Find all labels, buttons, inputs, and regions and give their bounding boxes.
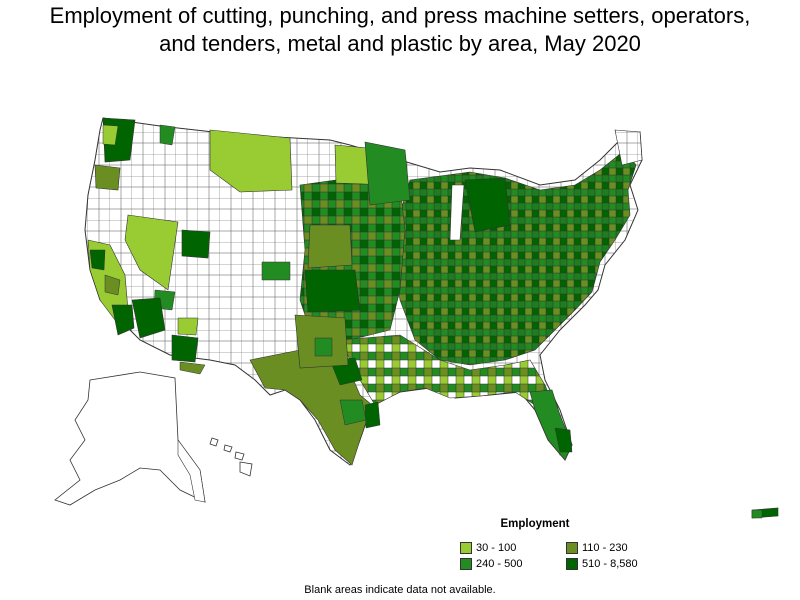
legend-swatch bbox=[460, 542, 472, 554]
region-nebraska bbox=[307, 224, 353, 269]
region-texas-metro-3 bbox=[364, 401, 381, 429]
region-washington-light bbox=[102, 124, 119, 146]
region-arizona-light bbox=[177, 317, 199, 336]
legend-label: 30 - 100 bbox=[476, 542, 517, 554]
legend-label: 110 - 230 bbox=[582, 542, 628, 554]
region-arizona-tucson bbox=[171, 334, 199, 363]
region-nevada bbox=[124, 214, 179, 291]
legend-label: 240 - 500 bbox=[476, 558, 523, 570]
region-minnesota bbox=[364, 141, 411, 206]
legend-label: 510 - 8,580 bbox=[582, 558, 638, 570]
region-nm-metro bbox=[314, 337, 333, 357]
region-california-central bbox=[104, 274, 121, 296]
region-michigan bbox=[464, 177, 511, 233]
region-wyoming-spot bbox=[261, 261, 291, 281]
region-colorado bbox=[304, 269, 361, 313]
map-title-line1: Employment of cutting, punching, and pre… bbox=[49, 3, 751, 28]
region-alaska bbox=[54, 371, 206, 506]
region-california-bay bbox=[89, 249, 106, 271]
region-montana bbox=[209, 129, 293, 193]
region-hawaii bbox=[209, 437, 253, 477]
region-puerto-rico-west bbox=[751, 509, 763, 519]
map-title: Employment of cutting, punching, and pre… bbox=[0, 2, 800, 58]
legend-item-110-230: 110 - 230 bbox=[566, 542, 676, 554]
legend-item-510-8580: 510 - 8,580 bbox=[566, 558, 676, 570]
legend-swatch bbox=[566, 558, 578, 570]
region-maine bbox=[614, 129, 643, 166]
region-alaska-panhandle bbox=[177, 439, 206, 503]
region-utah-metro bbox=[181, 229, 211, 259]
legend-title: Employment bbox=[500, 518, 570, 530]
region-east-dense bbox=[394, 149, 637, 366]
region-arizona-phoenix bbox=[131, 297, 166, 339]
region-lake-michigan bbox=[449, 184, 465, 241]
legend-item-30-100: 30 - 100 bbox=[460, 542, 566, 554]
region-california-la bbox=[111, 304, 135, 336]
region-oregon-metro bbox=[94, 164, 121, 191]
footnote: Blank areas indicate data not available. bbox=[304, 584, 496, 596]
legend-grid: 30 - 100 110 - 230 240 - 500 510 - 8,580 bbox=[460, 542, 680, 570]
region-arizona-south bbox=[179, 361, 206, 375]
legend-swatch bbox=[566, 542, 578, 554]
region-florida-south bbox=[554, 427, 573, 453]
region-idaho-spot bbox=[159, 124, 176, 146]
legend-item-240-500: 240 - 500 bbox=[460, 558, 566, 570]
legend-swatch bbox=[460, 558, 472, 570]
map-title-line2: and tenders, metal and plastic by area, … bbox=[159, 31, 641, 56]
map-legend: Employment 30 - 100 110 - 230 240 - 500 … bbox=[460, 518, 680, 570]
